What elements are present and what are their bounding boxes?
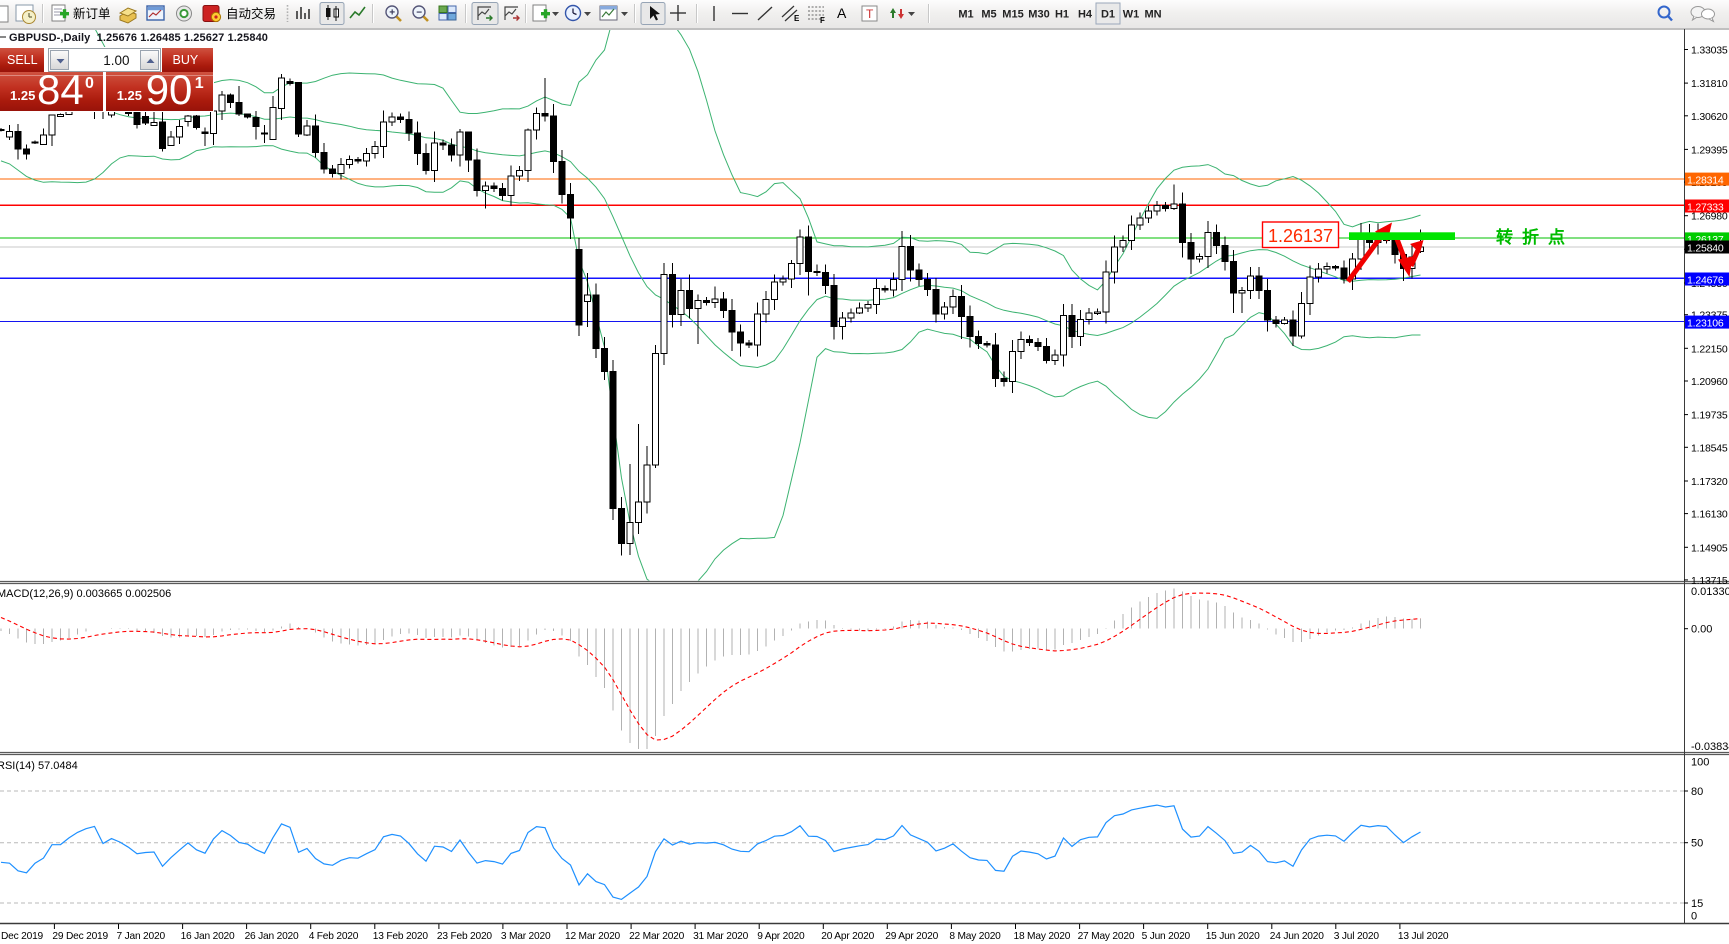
- svg-text:1.19735: 1.19735: [1691, 410, 1728, 422]
- svg-text:自动交易: 自动交易: [226, 6, 276, 21]
- svg-text:29 Dec 2019: 29 Dec 2019: [52, 931, 108, 942]
- svg-text:1.24676: 1.24676: [1687, 274, 1724, 286]
- svg-text:0.00: 0.00: [1691, 624, 1712, 636]
- svg-text:新订单: 新订单: [73, 6, 111, 21]
- svg-text:0: 0: [1691, 911, 1697, 923]
- svg-text:31 Mar 2020: 31 Mar 2020: [693, 931, 749, 942]
- svg-text:5 Jun 2020: 5 Jun 2020: [1142, 931, 1191, 942]
- svg-text:D1: D1: [1101, 9, 1115, 21]
- svg-text:15 Jun 2020: 15 Jun 2020: [1206, 931, 1260, 942]
- svg-text:18 May 2020: 18 May 2020: [1014, 931, 1071, 942]
- svg-text:1.22150: 1.22150: [1691, 343, 1728, 355]
- svg-text:E: E: [794, 14, 800, 23]
- svg-text:24 Jun 2020: 24 Jun 2020: [1270, 931, 1324, 942]
- svg-text:1.20960: 1.20960: [1691, 376, 1728, 388]
- svg-text:F: F: [820, 16, 825, 25]
- svg-text:7 Jan 2020: 7 Jan 2020: [117, 931, 166, 942]
- svg-text:23 Feb 2020: 23 Feb 2020: [437, 931, 493, 942]
- svg-text:A: A: [837, 5, 847, 21]
- svg-text:M15: M15: [1002, 9, 1023, 21]
- svg-text:1.33035: 1.33035: [1691, 45, 1728, 57]
- svg-text:T: T: [866, 7, 874, 21]
- svg-text:50: 50: [1691, 838, 1703, 850]
- svg-text:16 Jan 2020: 16 Jan 2020: [181, 931, 235, 942]
- svg-text:1.29395: 1.29395: [1691, 144, 1728, 156]
- svg-text:1.13715: 1.13715: [1691, 575, 1728, 587]
- svg-text:0.013301: 0.013301: [1691, 586, 1729, 598]
- svg-text:Dec 2019: Dec 2019: [1, 931, 44, 942]
- svg-text:20 Apr 2020: 20 Apr 2020: [821, 931, 874, 942]
- svg-text:-0.038343: -0.038343: [1691, 741, 1729, 753]
- svg-text:1.18545: 1.18545: [1691, 442, 1728, 454]
- svg-text:1.16130: 1.16130: [1691, 509, 1728, 521]
- svg-text:100: 100: [1691, 757, 1709, 769]
- svg-text:H4: H4: [1078, 9, 1093, 21]
- svg-text:12 Mar 2020: 12 Mar 2020: [565, 931, 621, 942]
- svg-text:80: 80: [1691, 786, 1703, 798]
- svg-text:MN: MN: [1144, 9, 1161, 21]
- svg-text:转折点: 转折点: [1496, 227, 1574, 247]
- svg-text:1.23106: 1.23106: [1687, 317, 1724, 329]
- svg-text:1.17320: 1.17320: [1691, 476, 1728, 488]
- svg-text:M30: M30: [1028, 9, 1049, 21]
- svg-text:MACD(12,26,9) 0.003665 0.00250: MACD(12,26,9) 0.003665 0.002506: [0, 588, 171, 600]
- svg-text:H1: H1: [1055, 9, 1069, 21]
- svg-text:4 Feb 2020: 4 Feb 2020: [309, 931, 359, 942]
- svg-text:W1: W1: [1123, 9, 1140, 21]
- svg-text:22 Mar 2020: 22 Mar 2020: [629, 931, 685, 942]
- svg-text:1.14905: 1.14905: [1691, 542, 1728, 554]
- svg-text:26 Jan 2020: 26 Jan 2020: [245, 931, 299, 942]
- svg-text:3 Jul 2020: 3 Jul 2020: [1334, 931, 1380, 942]
- svg-text:8 May 2020: 8 May 2020: [949, 931, 1001, 942]
- svg-text:27 May 2020: 27 May 2020: [1078, 931, 1135, 942]
- svg-text:3 Mar 2020: 3 Mar 2020: [501, 931, 551, 942]
- svg-text:1.31810: 1.31810: [1691, 78, 1728, 90]
- svg-text:9 Apr 2020: 9 Apr 2020: [757, 931, 805, 942]
- svg-text:29 Apr 2020: 29 Apr 2020: [885, 931, 938, 942]
- svg-text:+: +: [389, 8, 395, 19]
- svg-text:15: 15: [1691, 898, 1703, 910]
- svg-text:M5: M5: [981, 9, 996, 21]
- svg-text:1.28314: 1.28314: [1687, 174, 1724, 186]
- svg-text:1.30620: 1.30620: [1691, 111, 1728, 123]
- svg-text:−: −: [416, 8, 422, 19]
- svg-text:1.26980: 1.26980: [1691, 211, 1728, 223]
- svg-text:13 Jul 2020: 13 Jul 2020: [1398, 931, 1449, 942]
- svg-text:M1: M1: [958, 9, 973, 21]
- svg-text:1.26137: 1.26137: [1268, 226, 1333, 246]
- svg-text:RSI(14) 57.0484: RSI(14) 57.0484: [0, 760, 78, 772]
- svg-text:1.27333: 1.27333: [1687, 201, 1724, 213]
- svg-text:1.25840: 1.25840: [1687, 242, 1724, 254]
- svg-text:13 Feb 2020: 13 Feb 2020: [373, 931, 429, 942]
